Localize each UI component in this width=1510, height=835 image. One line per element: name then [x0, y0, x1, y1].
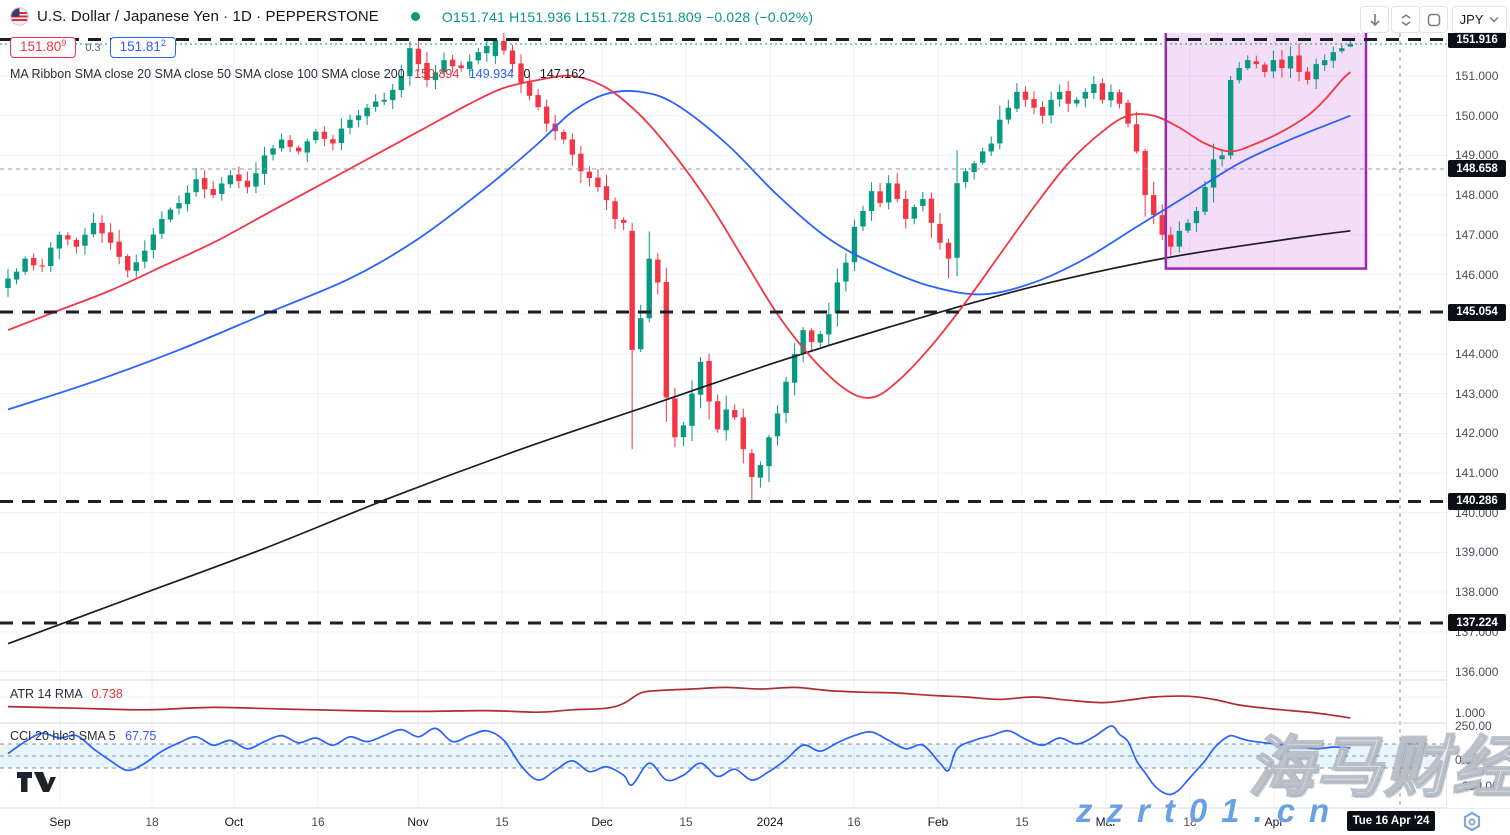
- atr-legend[interactable]: ATR 14 RMA 0.738: [10, 687, 123, 701]
- bid-price-fraction: 9: [61, 38, 67, 48]
- time-tick: 18: [1183, 815, 1197, 829]
- price-tick: 136.000: [1455, 664, 1499, 679]
- bid-price-box[interactable]: 151.80 9: [10, 37, 77, 58]
- time-tick: 15: [679, 815, 693, 829]
- time-tick: 16: [847, 815, 861, 829]
- price-tick: 148.000: [1455, 188, 1499, 203]
- sma-50-line: [7, 90, 1351, 411]
- quote-row: 151.80 9 0.3 151.81 2: [10, 37, 176, 58]
- candles-layer: [5, 30, 1354, 503]
- cci-tick: 250.00: [1455, 719, 1492, 733]
- ask-price: 151.81: [119, 39, 161, 54]
- time-tick: 15: [1015, 815, 1029, 829]
- double-chevron-icon: [1401, 13, 1410, 26]
- atr-label: ATR 14 RMA: [10, 687, 83, 701]
- symbol-title[interactable]: U.S. Dollar / Japanese Yen · 1D · PEPPER…: [37, 8, 379, 25]
- fullscreen-button[interactable]: [1419, 6, 1448, 33]
- time-tick: Nov: [407, 815, 429, 829]
- price-tick: 141.000: [1455, 466, 1499, 480]
- cci-value: 67.75: [125, 729, 157, 743]
- ohlc-values: O151.741 H151.936 L151.728 C151.809 −0.0…: [441, 8, 814, 25]
- sma-200-line: [7, 229, 1351, 645]
- bid-price: 151.80: [20, 39, 62, 54]
- time-tick: Mar: [1095, 815, 1117, 829]
- arrow-down-icon: [1369, 13, 1380, 26]
- cci-legend[interactable]: CCI 20 hlc3 SMA 5 67.75: [10, 729, 156, 743]
- sma-20-line: [7, 71, 1351, 399]
- ma-ribbon-label: MA Ribbon SMA close 20 SMA close 50 SMA …: [10, 67, 405, 81]
- currency-label: JPY: [1459, 12, 1484, 27]
- ask-price-fraction: 2: [160, 38, 166, 48]
- price-tick: 138.000: [1455, 585, 1499, 600]
- atr-value: 0.738: [91, 687, 123, 701]
- time-tick: Apr: [1264, 815, 1284, 829]
- price-tick: 144.000: [1455, 346, 1499, 361]
- price-tick: 143.000: [1455, 386, 1499, 401]
- pane-separators[interactable]: [0, 33, 1510, 809]
- symbol-row: U.S. Dollar / Japanese Yen · 1D · PEPPER…: [10, 7, 813, 26]
- maximize-pane-button[interactable]: [1391, 6, 1420, 33]
- price-tick: 150.000: [1455, 108, 1499, 123]
- chevron-down-icon: [1489, 16, 1499, 23]
- time-tick: 2024: [756, 815, 784, 829]
- price-tick: 139.000: [1455, 545, 1499, 560]
- atr-pane: [7, 686, 1351, 719]
- price-tick: 149.000: [1455, 148, 1499, 163]
- price-level-badge: 140.286: [1448, 492, 1506, 510]
- cci-line: [7, 725, 1351, 796]
- price-level-badge: 145.054: [1448, 303, 1506, 321]
- cci-label: CCI 20 hlc3 SMA 5: [10, 729, 116, 743]
- time-tick: Sep: [49, 815, 71, 829]
- us-flag-icon: [10, 7, 29, 26]
- rounded-square-icon: [1427, 13, 1440, 26]
- ma-ribbon-sma200-value: 147.162: [539, 67, 586, 81]
- highlight-box-fill[interactable]: [1165, 18, 1366, 269]
- cci-tick: −250.00: [1455, 779, 1499, 793]
- ma-ribbon-sma100-value: 0: [523, 67, 531, 81]
- atr-tick: 1.000: [1455, 706, 1486, 720]
- hexagon-gear-icon[interactable]: [1461, 811, 1483, 833]
- ask-price-box[interactable]: 151.81 2: [109, 37, 176, 58]
- price-tick: 146.000: [1455, 267, 1499, 282]
- tradingview-logo[interactable]: [16, 770, 56, 794]
- time-tick: 15: [495, 815, 509, 829]
- price-level-lines[interactable]: [0, 33, 1447, 806]
- cci-tick: 0.00: [1455, 753, 1479, 767]
- market-status-dot[interactable]: [410, 12, 420, 21]
- gridlines: [0, 33, 1447, 806]
- currency-dropdown[interactable]: JPY: [1452, 6, 1507, 33]
- time-tick: Feb: [927, 815, 949, 829]
- time-axis[interactable]: Tue 16 Apr '24 Sep 18 Oct 16 Nov 15 Dec 15 2024 1…: [0, 809, 1510, 835]
- price-axis[interactable]: 151.000 150.000 149.000 148.000 147.000 146.0…: [1447, 31, 1510, 808]
- atr-line: [7, 686, 1351, 719]
- cci-pane: [0, 725, 1447, 796]
- price-tick: 142.000: [1455, 426, 1499, 441]
- ma-ribbon-sma20-value: 150.894: [414, 67, 460, 81]
- price-level-badge: 148.658: [1448, 160, 1506, 178]
- time-tick: 18: [145, 815, 159, 829]
- spread-value: 0.3: [85, 41, 101, 54]
- scroll-to-recent-button[interactable]: [1360, 6, 1389, 33]
- price-tick: 147.000: [1455, 227, 1499, 242]
- ma-ribbon-legend[interactable]: MA Ribbon SMA close 20 SMA close 50 SMA …: [10, 67, 585, 81]
- time-tick: Dec: [591, 815, 613, 829]
- topbar: U.S. Dollar / Japanese Yen · 1D · PEPPER…: [0, 0, 1510, 33]
- price-tick: 151.000: [1455, 69, 1499, 83]
- crosshair-date-badge: Tue 16 Apr '24: [1347, 811, 1435, 831]
- time-tick: Oct: [224, 815, 244, 829]
- price-level-badge: 137.224: [1448, 614, 1506, 632]
- price-level-badge: 151.916: [1448, 31, 1506, 49]
- moving-averages-layer: [7, 71, 1351, 645]
- ma-ribbon-sma50-value: 149.934: [468, 67, 514, 81]
- time-tick: 16: [311, 815, 325, 829]
